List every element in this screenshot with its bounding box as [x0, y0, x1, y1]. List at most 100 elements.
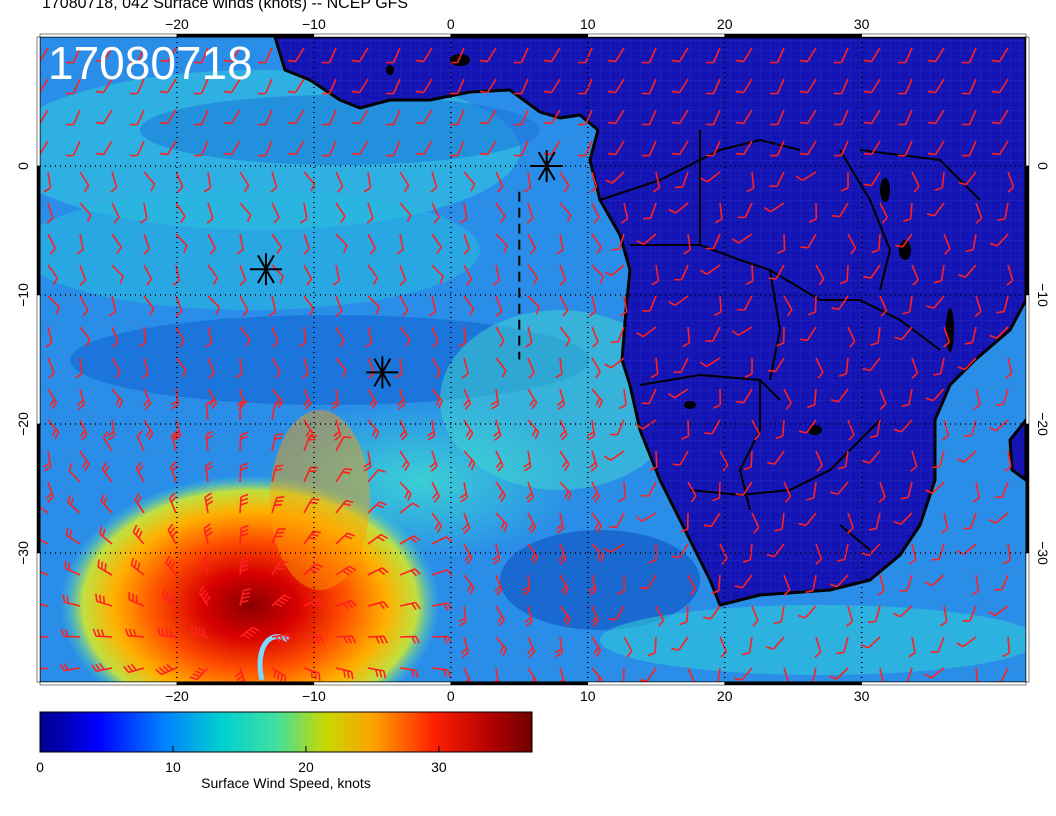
wind-barb	[335, 295, 343, 317]
cyclone-eye	[257, 634, 290, 681]
wind-barb	[609, 512, 625, 529]
wind-barb	[683, 233, 692, 255]
lon-tick-label-top: 0	[447, 16, 455, 32]
wind-barb	[607, 78, 625, 94]
wind-barb	[385, 109, 401, 126]
wind-barb	[430, 171, 438, 193]
frame-bar-left	[36, 294, 41, 425]
wind-barb	[830, 388, 849, 403]
wind-barb	[463, 450, 476, 471]
wind-barb	[527, 512, 537, 534]
wind-barb	[926, 202, 945, 217]
wind-barb	[431, 536, 453, 545]
wind-barb	[175, 202, 186, 224]
wind-barb	[64, 560, 81, 576]
wind-barb	[618, 388, 627, 410]
wind-barb	[111, 326, 119, 348]
wind-barb	[524, 605, 533, 627]
wind-barb	[367, 567, 389, 576]
wind-barb	[108, 295, 117, 317]
lon-tick-label-bottom: −10	[302, 688, 326, 704]
frame-bar-bottom	[176, 681, 315, 686]
wind-barb	[799, 140, 817, 156]
wind-barb	[207, 295, 221, 315]
wind-barb	[745, 264, 754, 286]
wind-barb	[111, 357, 121, 379]
wind-barb	[836, 636, 849, 655]
wind-barb	[101, 462, 113, 483]
wind-barb	[607, 109, 625, 125]
wind-barb	[965, 233, 977, 253]
wind-barb	[863, 47, 881, 63]
wind-barb	[431, 481, 440, 503]
wind-barb	[635, 419, 657, 430]
wind-barb	[330, 388, 340, 410]
wind-barb	[893, 419, 913, 433]
storm-markers	[249, 150, 563, 389]
wind-barb	[351, 109, 369, 125]
wind-barb	[495, 512, 508, 532]
wind-barb	[673, 357, 689, 374]
wind-barb	[493, 419, 502, 441]
wind-barb	[623, 636, 633, 658]
lon-tick-label-bottom: 30	[854, 688, 870, 704]
wind-barb	[271, 233, 282, 255]
wind-barb	[91, 662, 113, 673]
wind-barb	[139, 202, 148, 224]
frame-bar-bottom	[587, 681, 725, 686]
wind-barb	[924, 574, 945, 587]
lat-tick-label-right: 0	[1035, 162, 1051, 170]
wind-barb	[129, 109, 145, 126]
wind-barb	[65, 78, 81, 95]
wind-barb	[431, 602, 453, 611]
wind-barb	[522, 574, 531, 596]
wind-barb	[193, 47, 209, 64]
wind-barb	[332, 264, 341, 286]
wind-barb	[798, 512, 817, 527]
wind-barb	[705, 78, 721, 95]
lon-tick-label-bottom: 0	[447, 688, 455, 704]
wind-barb	[806, 481, 817, 501]
wind-barb	[92, 628, 113, 638]
wind-barb	[925, 388, 945, 402]
wind-barb	[559, 450, 570, 472]
wind-barb	[463, 295, 475, 316]
wind-barb	[495, 357, 507, 378]
wind-barb	[527, 419, 540, 440]
wind-barb	[449, 78, 465, 95]
wind-barb	[495, 233, 508, 253]
wind-barb	[205, 430, 214, 452]
lat-tick-label-left: −10	[15, 283, 31, 307]
wind-barb	[460, 636, 470, 658]
wind-barb	[367, 419, 380, 440]
wind-barb	[527, 264, 539, 285]
wind-barb	[735, 481, 753, 497]
lon-tick-label-top: 20	[717, 16, 733, 32]
frame-tick-bars	[36, 33, 1030, 686]
wind-barb	[559, 574, 569, 596]
wind-barb	[911, 171, 920, 193]
wind-barb	[671, 140, 689, 156]
wind-barb	[351, 78, 369, 94]
calm-band	[140, 95, 540, 165]
wind-barb	[40, 78, 49, 94]
wind-barb	[577, 140, 593, 157]
colorbar-tick-label: 30	[431, 759, 447, 775]
colorbar-tick-label: 20	[298, 759, 314, 775]
wind-barb	[957, 450, 977, 463]
wind-barb	[577, 78, 593, 95]
wind-barb	[239, 493, 249, 514]
wind-barb	[837, 450, 849, 470]
wind-barb	[399, 295, 409, 317]
wind-barb	[939, 605, 948, 627]
wind-barb	[783, 295, 793, 317]
wind-barb	[59, 663, 81, 672]
wind-barb	[961, 78, 977, 95]
wind-barb	[833, 47, 849, 64]
wind-barb	[590, 605, 599, 627]
wind-barb	[303, 667, 321, 681]
wind-barb	[1005, 357, 1013, 379]
wind-barb	[829, 574, 849, 588]
wind-barb	[814, 636, 822, 658]
